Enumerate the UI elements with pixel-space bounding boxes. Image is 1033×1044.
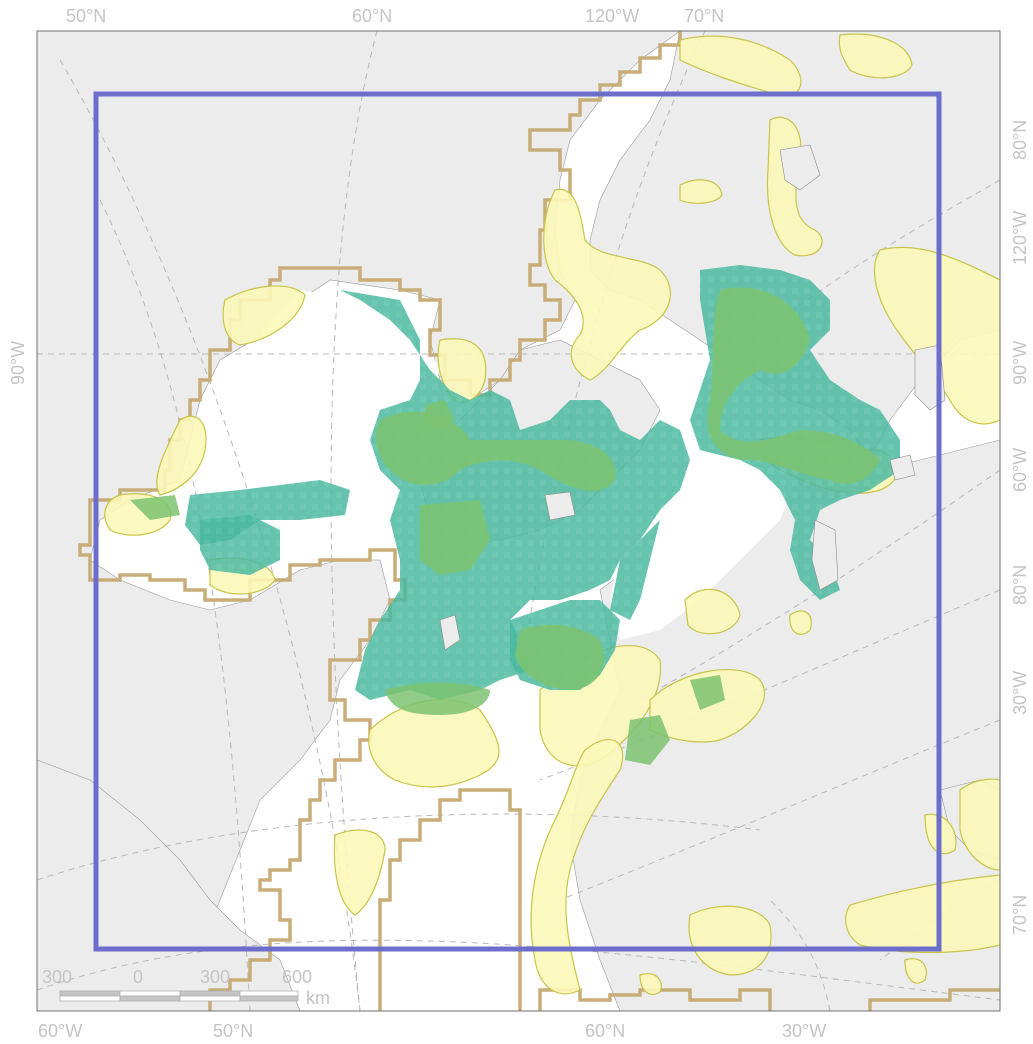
label-top-120w: 120°W	[585, 6, 639, 26]
scale-tick-300: 300	[200, 967, 230, 987]
scale-tick-600: 600	[282, 967, 312, 987]
label-top-70n: 70°N	[684, 6, 724, 26]
label-right-120w: 120°W	[1010, 211, 1030, 265]
label-bottom-30w: 30°W	[782, 1021, 826, 1041]
label-bottom-60w: 60°W	[38, 1021, 82, 1041]
label-right-30w: 30°W	[1010, 671, 1030, 715]
label-right-80n-top: 80°N	[1010, 120, 1030, 160]
study-area-box	[93, 91, 942, 952]
label-top-50n: 50°N	[66, 6, 106, 26]
scale-tick-0: 0	[133, 967, 143, 987]
label-left-90w: 90°W	[8, 341, 28, 385]
label-right-70n: 70°N	[1010, 895, 1030, 935]
label-right-60w: 60°W	[1010, 448, 1030, 492]
label-right-80n: 80°N	[1010, 565, 1030, 605]
label-bottom-50n: 50°N	[213, 1021, 253, 1041]
label-top-60n: 60°N	[352, 6, 392, 26]
scale-bar: 300 0 300 600 km	[42, 967, 330, 1008]
green-areas	[130, 287, 880, 765]
scale-tick-300-left: 300	[42, 967, 72, 987]
label-bottom-60n: 60°N	[585, 1021, 625, 1041]
scale-unit-km: km	[306, 988, 330, 1008]
label-right-90w: 90°W	[1010, 341, 1030, 385]
map-frame	[36, 30, 1001, 1012]
